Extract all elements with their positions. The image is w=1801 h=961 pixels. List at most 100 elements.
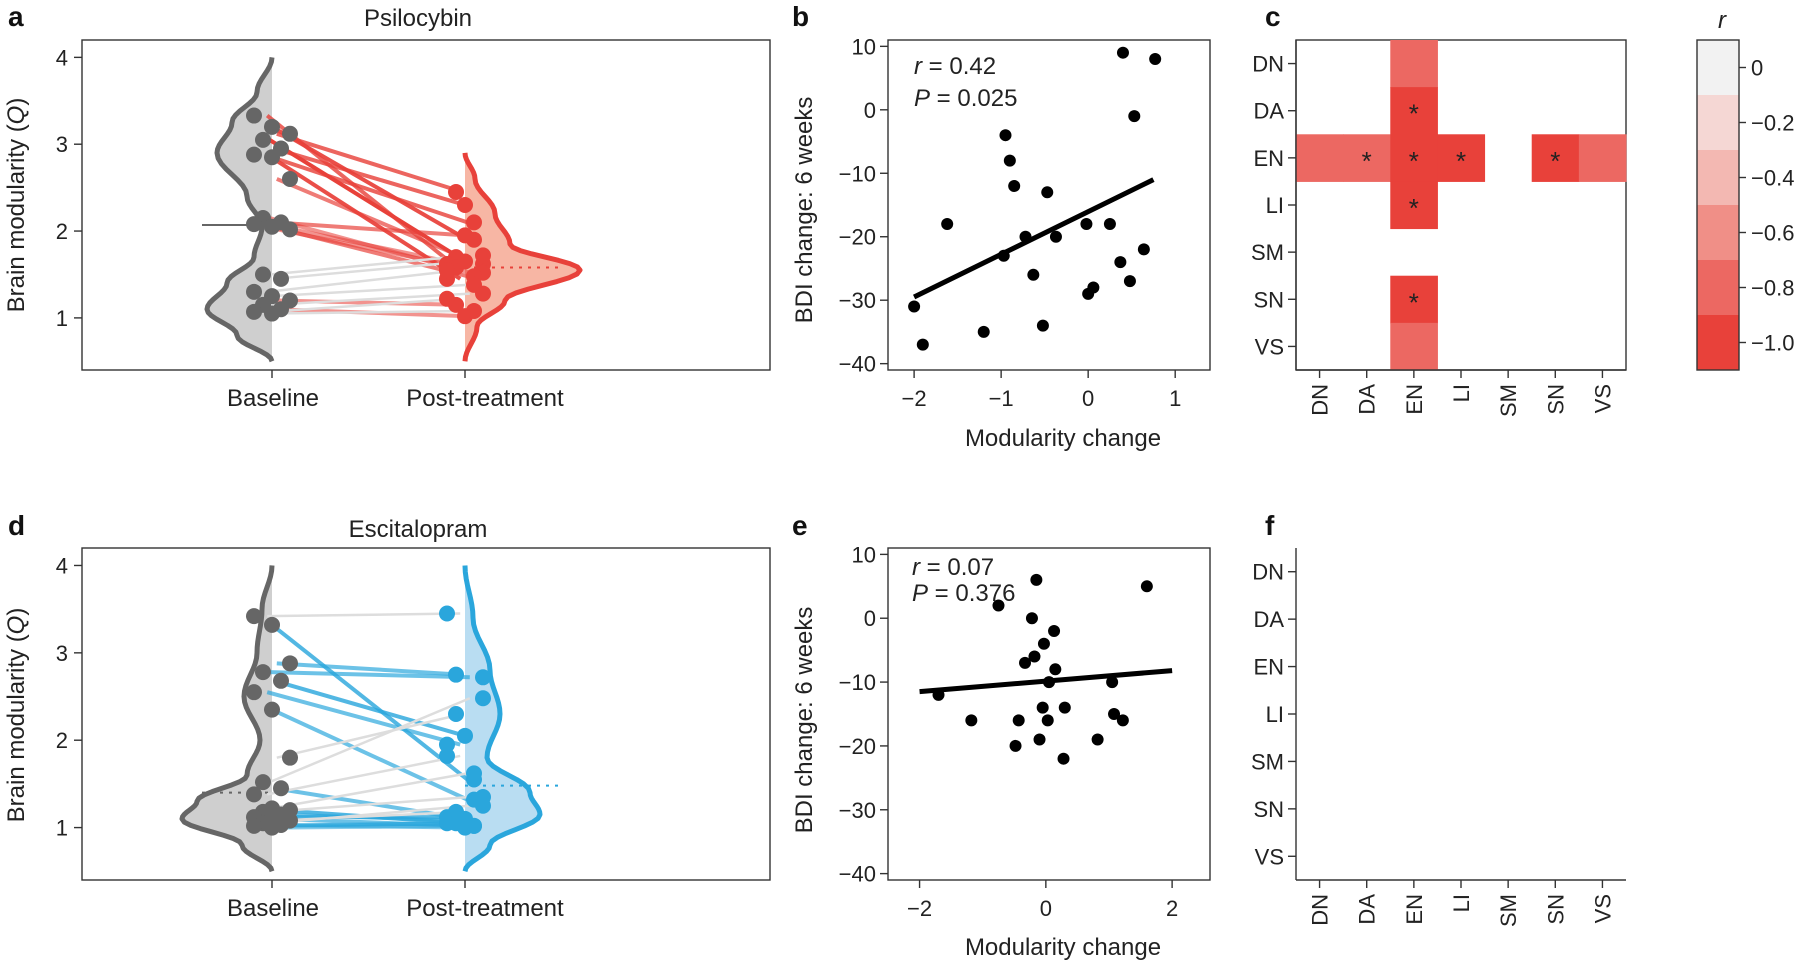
plot-frame (81, 547, 771, 881)
data-point (1027, 268, 1040, 281)
col-label: DN (1308, 894, 1333, 926)
row-label: SN (1253, 797, 1284, 822)
significance-marker: * (1362, 146, 1372, 176)
significance-marker: * (1409, 287, 1419, 317)
col-label: SM (1496, 384, 1521, 417)
row-label: DA (1253, 99, 1284, 124)
col-label: VS (1590, 894, 1615, 923)
data-point (1057, 752, 1070, 765)
baseline-point (273, 270, 289, 287)
post-point (439, 736, 455, 753)
x-axis-label-b: Modularity change (965, 425, 1161, 452)
y-tick-label: −20 (839, 734, 876, 759)
heat-cell (1343, 134, 1391, 182)
heat-cell (1390, 322, 1438, 371)
data-point (932, 688, 945, 701)
col-label: DA (1355, 894, 1380, 925)
panel-e-scatter: 100−10−20−30−40−2 0 2 (839, 542, 1211, 921)
y-tick-label: 3 (56, 641, 68, 666)
plot-frame (1295, 39, 1627, 371)
baseline-point (282, 221, 298, 238)
pair-line (276, 227, 464, 270)
data-point (1036, 319, 1049, 332)
colorbar-tick-label: −0.6 (1751, 221, 1794, 246)
category-label: Baseline (227, 895, 319, 922)
row-label: LI (1266, 702, 1284, 727)
y-tick-label: 4 (56, 45, 68, 70)
colorbar-tick-label: −0.8 (1751, 276, 1794, 301)
heat-cell (1390, 87, 1438, 135)
category-label: Baseline (227, 385, 319, 412)
baseline-point (273, 780, 289, 797)
panel-d-violin: 1 2 3 4 Baseline Post-treatment (56, 547, 771, 922)
row-label: VS (1255, 844, 1284, 869)
category-label: Post-treatment (406, 895, 564, 922)
baseline-point (246, 684, 262, 701)
row-label: SM (1251, 240, 1284, 265)
data-point (908, 300, 921, 313)
post-point (439, 747, 455, 764)
post-point (466, 817, 482, 834)
pair-line (269, 795, 470, 814)
data-point (1103, 218, 1116, 231)
colorbar-tick-label: −0.4 (1751, 166, 1794, 191)
post-point (457, 727, 473, 744)
y-tick-label: 2 (56, 728, 68, 753)
data-point (1091, 733, 1104, 746)
post-point (439, 815, 455, 832)
pair-line (269, 697, 471, 784)
plot-frame (887, 547, 1211, 881)
y-tick-label: 4 (56, 553, 68, 578)
baseline-point (264, 218, 280, 235)
significance-marker: * (1409, 146, 1419, 176)
data-point (1025, 612, 1038, 625)
pair-line (270, 125, 469, 242)
baseline-point (246, 786, 262, 803)
colorbar-segment (1697, 150, 1739, 206)
pair-line (271, 707, 469, 802)
post-point (475, 669, 491, 686)
colorbar-tick-label: −1.0 (1751, 331, 1794, 356)
data-point (1087, 281, 1100, 294)
post-point (448, 803, 464, 820)
panel-a-violin: 1 2 3 4 Baseline Post-treatment (56, 39, 771, 412)
y-tick-label: 1 (56, 816, 68, 841)
data-point (999, 129, 1012, 142)
y-axis-label-a: Brain modularity (Q) (3, 98, 30, 313)
baseline-point (264, 149, 280, 166)
plot-frame (81, 39, 771, 371)
data-point (965, 714, 978, 727)
colorbar-segment (1697, 260, 1739, 316)
heat-cell (1390, 134, 1438, 182)
pair-line (269, 804, 470, 825)
post-point (475, 797, 491, 814)
pair-line (266, 754, 461, 796)
pair-line (267, 268, 461, 294)
pair-line (276, 661, 463, 677)
data-point (1036, 701, 1049, 714)
pair-line (274, 260, 466, 281)
pair-line (266, 222, 461, 267)
pair-line (269, 670, 470, 680)
data-point (1019, 656, 1032, 669)
pair-line (269, 254, 470, 276)
y-tick-label: 10 (852, 34, 876, 59)
post-point (466, 765, 482, 782)
heat-cell (1390, 181, 1438, 230)
y-axis-label-b: BDI change: 6 weeks (791, 97, 818, 324)
col-label: SM (1496, 894, 1521, 927)
post-point (448, 183, 464, 200)
pair-line (273, 146, 466, 207)
violin-outline (179, 565, 275, 873)
x-tick-label: 2 (1166, 896, 1178, 921)
panel-f-heatmap: DN DA EN LI SM SN VS DN DA EN LI SM SN VS (1251, 548, 1626, 927)
col-label: LI (1449, 384, 1474, 402)
panel-letter-b: b (792, 1, 809, 32)
post-point (466, 302, 482, 319)
violin-outline (204, 57, 275, 363)
baseline-point (246, 303, 262, 320)
colorbar-segment (1697, 40, 1739, 96)
baseline-point (246, 216, 262, 233)
y-tick-label: 1 (56, 306, 68, 331)
data-point (1037, 637, 1050, 650)
